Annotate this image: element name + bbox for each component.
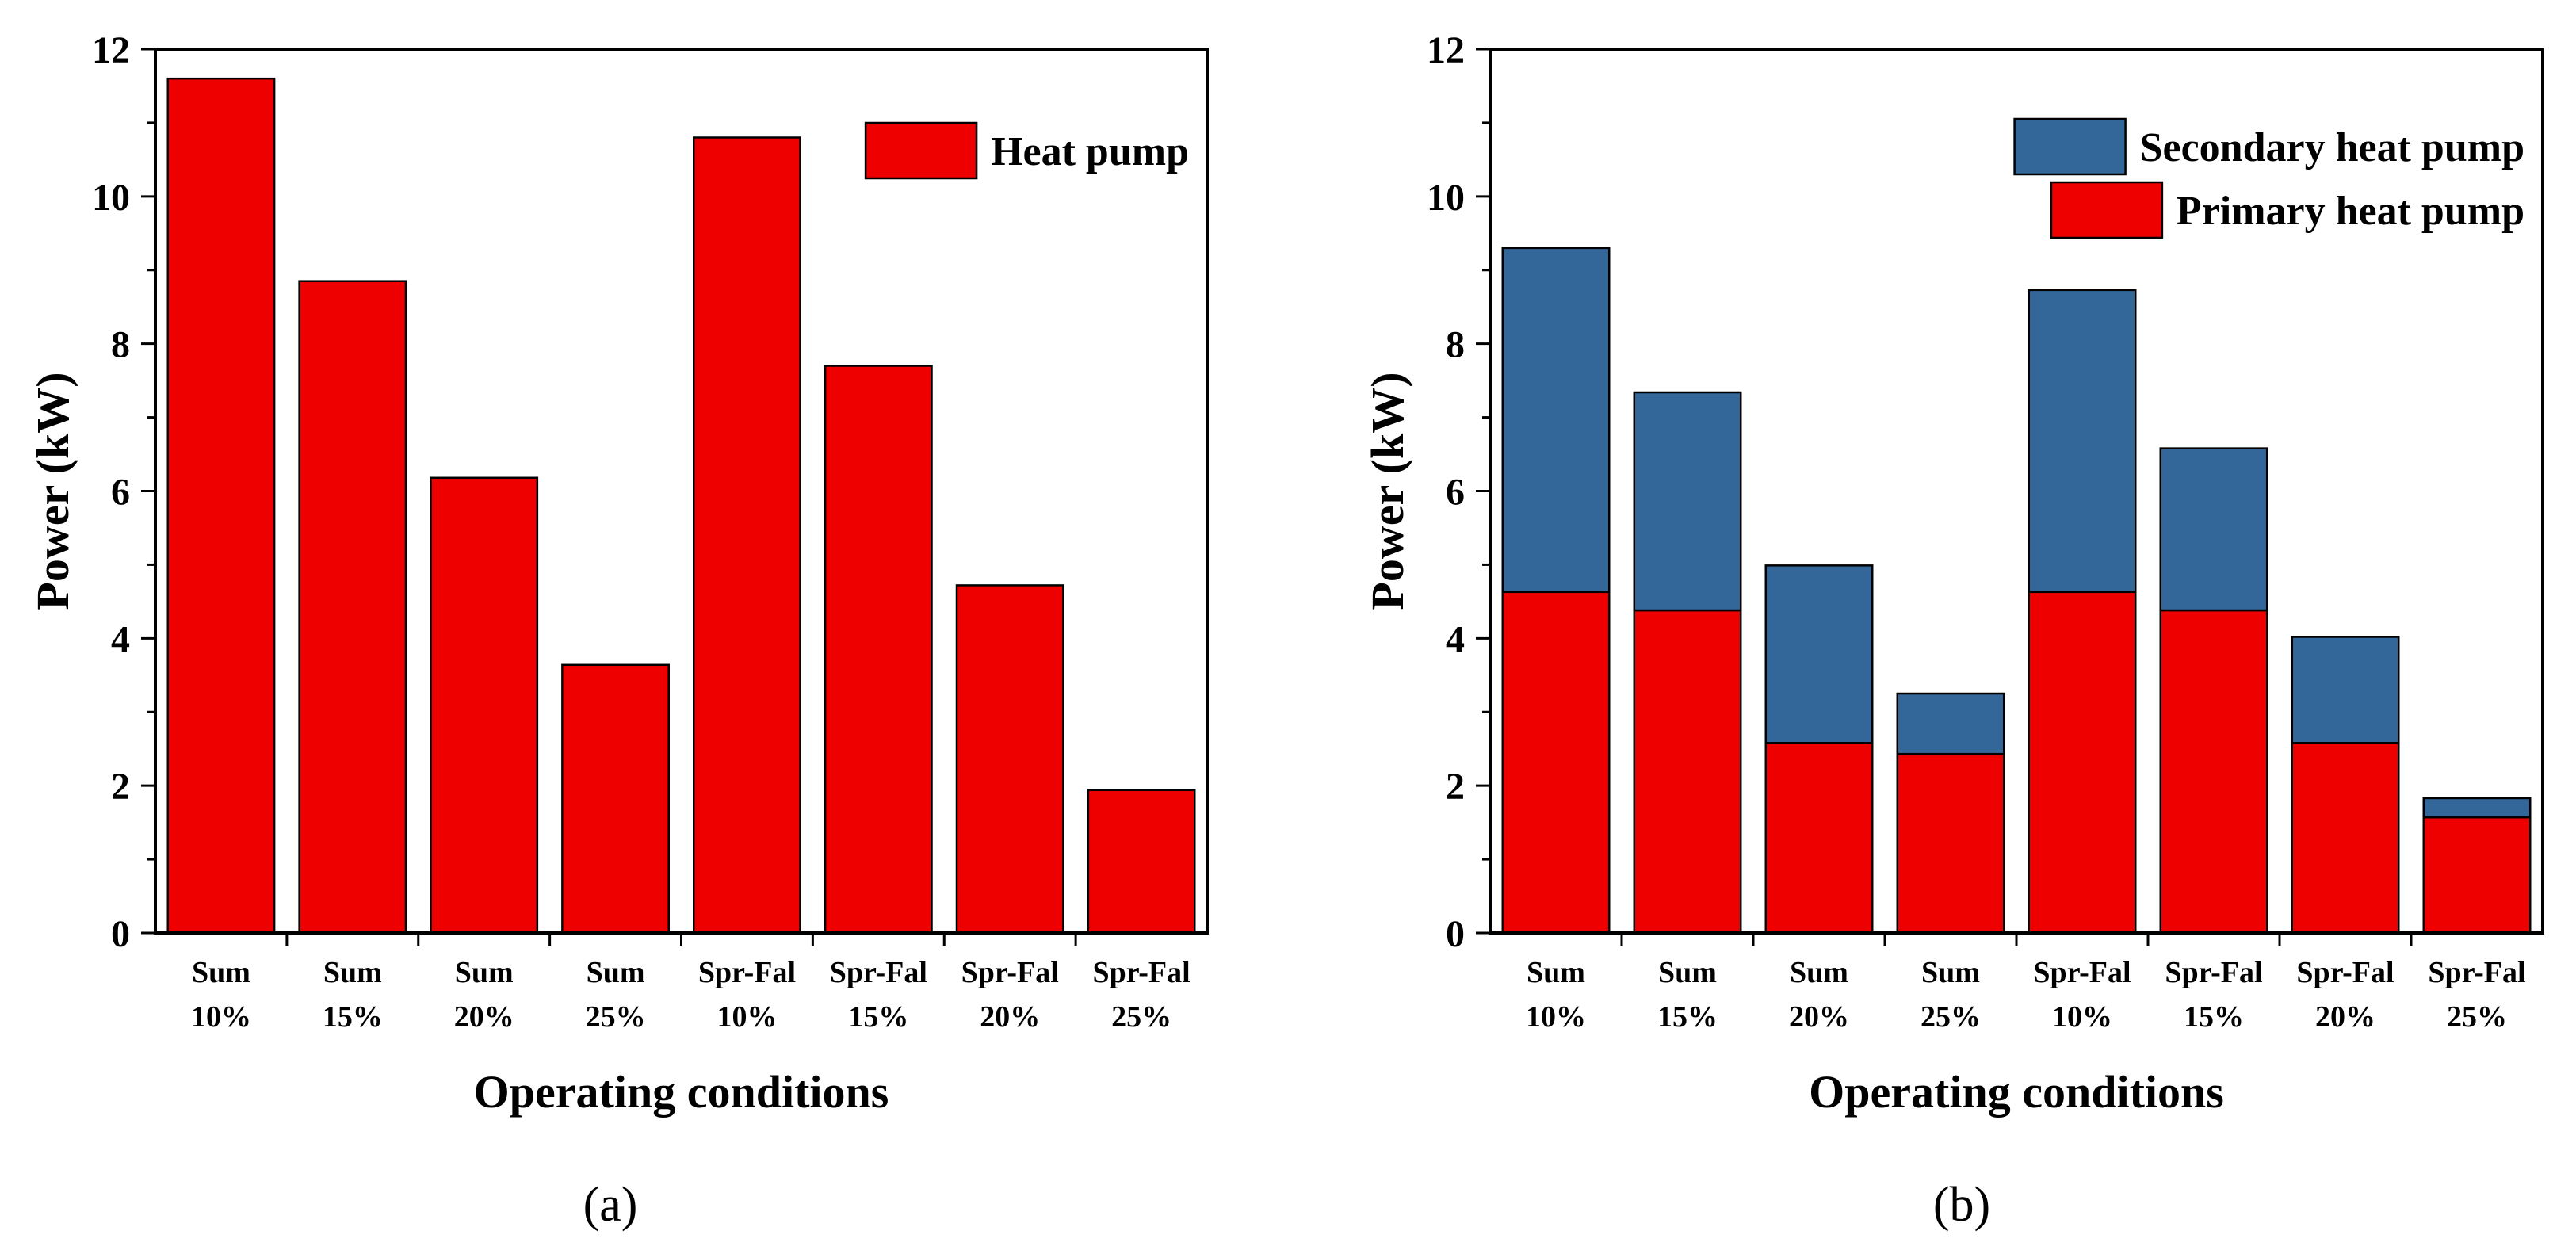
y-tick-label: 10 bbox=[92, 177, 130, 219]
bar-secondary-heat-pump-5 bbox=[2028, 289, 2137, 594]
plot-frame bbox=[1489, 48, 2544, 935]
x-tick-label: 15% bbox=[1657, 1000, 1718, 1034]
x-tick-label: 20% bbox=[980, 1000, 1040, 1034]
x-axis-title: Operating conditions bbox=[474, 1066, 889, 1118]
y-axis-title: Power (kW) bbox=[27, 372, 78, 610]
x-tick-label: Sum bbox=[323, 956, 382, 989]
bar-secondary-heat-pump-3 bbox=[1764, 564, 1874, 744]
bar-primary-heat-pump-2 bbox=[1633, 609, 1742, 935]
y-tick-label: 2 bbox=[111, 766, 130, 808]
x-tick-label: 15% bbox=[2184, 1000, 2244, 1034]
panel-b-chart: Sum 10% Sum 15% Sum 20% Sum 25% Spr-Fal 10% Spr-Fa… bbox=[1362, 29, 2544, 1232]
x-tick-label: 25% bbox=[586, 1000, 646, 1034]
y-tick-label: 0 bbox=[1446, 913, 1465, 955]
y-tick-label: 12 bbox=[92, 29, 130, 71]
x-tick-label: 10% bbox=[1526, 1000, 1586, 1034]
x-tick-label: Sum bbox=[1527, 956, 1585, 989]
bar-primary-heat-pump-8 bbox=[2422, 816, 2532, 935]
y-tick-label: 4 bbox=[1446, 618, 1465, 660]
x-tick-label: 25% bbox=[2447, 1000, 2507, 1034]
bar-secondary-heat-pump-6 bbox=[2159, 447, 2268, 612]
x-tick-label: Sum bbox=[455, 956, 514, 989]
bar-heat-pump-3 bbox=[430, 476, 539, 935]
y-tick-label: 4 bbox=[111, 618, 130, 660]
x-tick-label: 15% bbox=[323, 1000, 383, 1034]
bar-heat-pump-5 bbox=[693, 136, 801, 935]
x-tick-label: Sum bbox=[192, 956, 250, 989]
x-tick-label: Sum bbox=[1790, 956, 1848, 989]
bar-heat-pump-1 bbox=[166, 77, 276, 935]
x-tick-label: Sum bbox=[587, 956, 645, 989]
bar-secondary-heat-pump-8 bbox=[2422, 797, 2532, 819]
x-tick-label: 25% bbox=[1111, 1000, 1171, 1034]
y-tick-label: 12 bbox=[1427, 29, 1465, 71]
x-tick-label: 10% bbox=[717, 1000, 777, 1034]
bar-primary-heat-pump-3 bbox=[1764, 742, 1874, 935]
x-tick-label: Sum bbox=[1658, 956, 1717, 989]
x-tick-label: Spr-Fal bbox=[2033, 956, 2131, 989]
bar-primary-heat-pump-5 bbox=[2028, 591, 2137, 935]
panel-caption: (b) bbox=[1933, 1178, 1990, 1232]
legend-swatch bbox=[864, 121, 978, 180]
panel-a-chart: Sum 10% Sum 15% Sum 20% Sum 25% Spr-Fal 10% Spr-Fa… bbox=[27, 29, 1209, 1232]
x-tick-label: Spr-Fal bbox=[961, 956, 1059, 989]
legend-label: Primary heat pump bbox=[2177, 189, 2524, 234]
x-tick-label: 20% bbox=[454, 1000, 514, 1034]
bar-secondary-heat-pump-4 bbox=[1896, 692, 2005, 755]
y-tick-label: 10 bbox=[1427, 177, 1465, 219]
x-axis-title: Operating conditions bbox=[1809, 1066, 2224, 1118]
bar-heat-pump-4 bbox=[561, 663, 670, 935]
legend-label: Heat pump bbox=[991, 129, 1189, 174]
x-tick-label: 10% bbox=[191, 1000, 251, 1034]
bar-secondary-heat-pump-7 bbox=[2291, 636, 2400, 744]
bar-secondary-heat-pump-1 bbox=[1501, 247, 1611, 594]
bar-primary-heat-pump-6 bbox=[2159, 609, 2268, 935]
bar-heat-pump-7 bbox=[955, 584, 1064, 935]
plot-frame bbox=[154, 48, 1209, 935]
bar-heat-pump-6 bbox=[824, 365, 933, 935]
x-tick-label: 25% bbox=[1921, 1000, 1981, 1034]
y-tick-label: 6 bbox=[111, 472, 130, 514]
x-tick-label: Spr-Fal bbox=[830, 956, 927, 989]
bar-heat-pump-2 bbox=[298, 280, 407, 935]
x-tick-label: 20% bbox=[2315, 1000, 2375, 1034]
x-tick-label: Spr-Fal bbox=[2165, 956, 2262, 989]
legend-swatch bbox=[2050, 181, 2164, 239]
y-tick-label: 6 bbox=[1446, 472, 1465, 514]
y-tick-label: 0 bbox=[111, 913, 130, 955]
x-tick-label: Sum bbox=[1921, 956, 1980, 989]
y-axis-title: Power (kW) bbox=[1362, 372, 1413, 610]
x-tick-label: 10% bbox=[2052, 1000, 2112, 1034]
x-tick-label: 15% bbox=[848, 1000, 908, 1034]
x-tick-label: Spr-Fal bbox=[2296, 956, 2394, 989]
bar-secondary-heat-pump-2 bbox=[1633, 391, 1742, 612]
bar-primary-heat-pump-4 bbox=[1896, 752, 2005, 935]
x-tick-label: Spr-Fal bbox=[2428, 956, 2525, 989]
y-tick-label: 8 bbox=[111, 324, 130, 366]
legend-label: Secondary heat pump bbox=[2140, 125, 2524, 170]
panel-caption: (a) bbox=[583, 1178, 638, 1232]
x-tick-label: Spr-Fal bbox=[698, 956, 796, 989]
bar-primary-heat-pump-7 bbox=[2291, 742, 2400, 935]
y-tick-label: 8 bbox=[1446, 324, 1465, 366]
bar-heat-pump-8 bbox=[1087, 789, 1196, 935]
bar-primary-heat-pump-1 bbox=[1501, 591, 1611, 935]
legend-swatch bbox=[2013, 117, 2127, 176]
x-tick-label: 20% bbox=[1789, 1000, 1849, 1034]
x-tick-label: Spr-Fal bbox=[1092, 956, 1190, 989]
y-tick-label: 2 bbox=[1446, 766, 1465, 808]
